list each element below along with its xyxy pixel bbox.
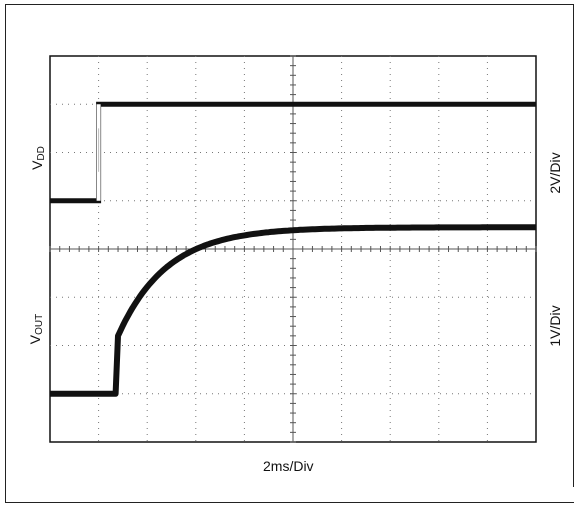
figure-frame-right (573, 4, 574, 487)
vdd-scale-label: 2V/Div (547, 152, 563, 194)
vout-label: VOUT (27, 313, 45, 345)
vout-scale-label: 1V/Div (547, 305, 563, 347)
vdd-label: VDD (29, 146, 47, 170)
figure-frame (5, 4, 574, 503)
traces (50, 101, 537, 397)
grid (49, 55, 537, 443)
x-axis-label: 2ms/Div (263, 458, 314, 474)
vout-trace (50, 224, 537, 397)
